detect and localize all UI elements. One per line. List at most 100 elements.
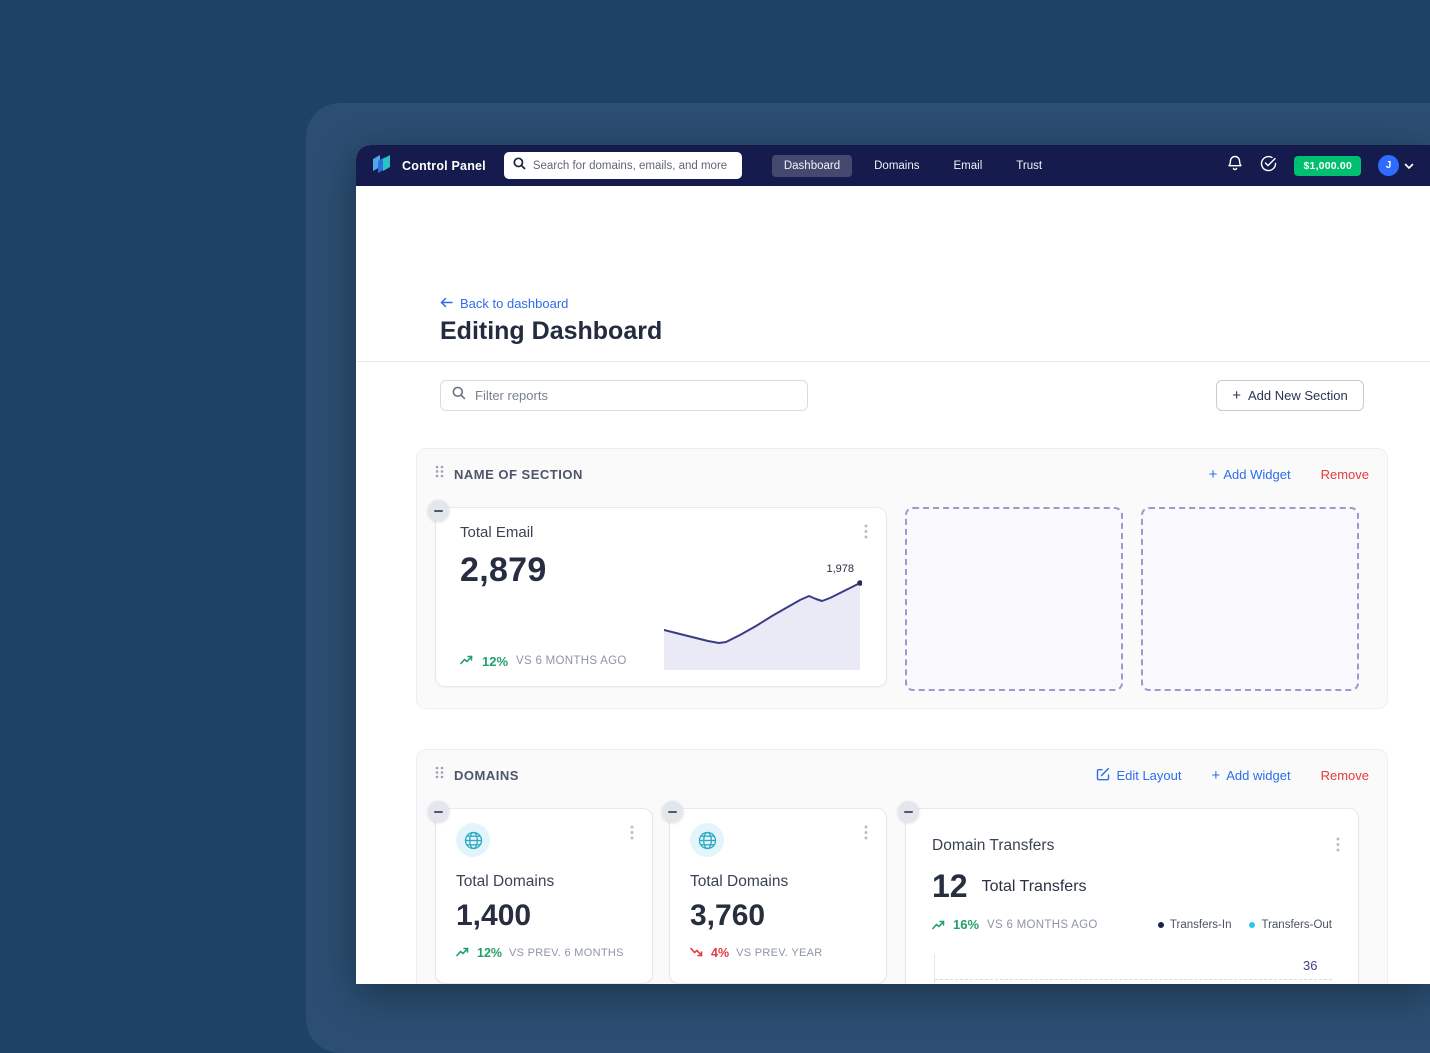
back-link-label: Back to dashboard <box>460 296 569 311</box>
check-circle-icon[interactable] <box>1260 155 1277 177</box>
remove-section-button[interactable]: Remove <box>1320 767 1369 783</box>
empty-widget-slot[interactable] <box>905 507 1123 691</box>
section-title: NAME OF SECTION <box>454 466 583 482</box>
compare-label: VS PREV. YEAR <box>736 947 823 959</box>
widget-delta-row: 4% VS PREV. YEAR <box>690 944 866 962</box>
add-new-section-button[interactable]: + Add New Section <box>1216 380 1364 411</box>
widget-value: 1,400 <box>456 899 532 932</box>
widget-title: Domain Transfers <box>932 837 1055 854</box>
section-actions: Edit Layout + Add widget Remove <box>1096 767 1369 784</box>
add-widget-label: Add Widget <box>1223 466 1291 482</box>
gridline <box>935 979 1332 980</box>
add-widget-label: Add widget <box>1226 767 1291 783</box>
page-content: Back to dashboard Editing Dashboard + Ad… <box>356 186 1430 984</box>
legend-dot-icon <box>1249 921 1256 928</box>
drag-handle-icon[interactable] <box>435 766 444 784</box>
tab-email[interactable]: Email <box>953 159 983 172</box>
widgets-left-column: Total Domains 1,400 12% VS PREV. 6 MONTH… <box>428 801 887 984</box>
legend-transfers-in: Transfers-In <box>1157 918 1232 931</box>
section-actions: + Add Widget Remove <box>1209 467 1369 482</box>
empty-widget-slot[interactable] <box>1141 507 1359 691</box>
kebab-menu-icon[interactable] <box>862 823 870 847</box>
widget-total-domains-year: Total Domains 3,760 4% VS PREV. YEAR <box>662 801 887 984</box>
section-domains: DOMAINS Edit Layout + Add widget <box>416 749 1388 984</box>
back-arrow-icon <box>440 296 453 311</box>
kebab-menu-icon[interactable] <box>628 823 636 847</box>
edit-icon <box>1096 767 1110 784</box>
section-header: NAME OF SECTION + Add Widget Remove <box>435 465 1369 483</box>
trend-down-icon <box>690 944 704 962</box>
sparkline-point-label: 1,978 <box>826 563 854 575</box>
remove-widget-button[interactable] <box>428 801 449 822</box>
widget-title: Total Domains <box>456 873 555 890</box>
compare-label: VS PREV. 6 MONTHS <box>509 947 624 959</box>
kebab-menu-icon[interactable] <box>862 522 870 546</box>
chart-legend: Transfers-In Transfers-Out <box>1157 918 1332 931</box>
top-navbar: Control Panel Dashboard Domains Email Tr… <box>356 145 1430 186</box>
tab-dashboard[interactable]: Dashboard <box>771 154 853 177</box>
widget-total-email: Total Email 2,879 1,978 <box>428 500 887 687</box>
widget-value: 12 <box>932 868 968 904</box>
chart-point-label: 36 <box>1303 958 1318 973</box>
globe-icon <box>690 823 724 857</box>
add-widget-button[interactable]: + Add Widget <box>1209 467 1291 482</box>
header-divider <box>356 361 1430 362</box>
add-section-label: Add New Section <box>1248 388 1348 403</box>
widget-value: 2,879 <box>460 551 547 589</box>
trend-up-icon <box>932 920 946 930</box>
delta-value: 12% <box>477 946 503 960</box>
top-nav-links: Dashboard Domains Email Trust <box>762 154 1054 177</box>
legend-transfers-out: Transfers-Out <box>1249 919 1332 931</box>
edit-layout-label: Edit Layout <box>1116 767 1182 783</box>
globe-icon <box>456 823 490 857</box>
section-widgets-row: Total Domains 1,400 12% VS PREV. 6 MONTH… <box>428 801 1369 984</box>
stat-cards-row: Total Domains 1,400 12% VS PREV. 6 MONTH… <box>428 801 887 984</box>
widget-delta-row: 12% VS 6 MONTHS AGO <box>460 652 627 670</box>
edit-layout-button[interactable]: Edit Layout <box>1096 767 1181 784</box>
legend-label: Transfers-In <box>1169 918 1232 931</box>
widget-total-domains-6mo: Total Domains 1,400 12% VS PREV. 6 MONTH… <box>428 801 653 984</box>
section-header: DOMAINS Edit Layout + Add widget <box>435 766 1369 784</box>
section-widgets-row: Total Email 2,879 1,978 <box>428 500 1369 691</box>
search-input[interactable] <box>532 159 733 172</box>
legend-dot-icon <box>1157 921 1164 928</box>
search-icon <box>513 156 526 175</box>
page-title: Editing Dashboard <box>440 317 663 345</box>
remove-section-button[interactable]: Remove <box>1320 466 1369 482</box>
tab-trust[interactable]: Trust <box>1016 159 1043 172</box>
widget-delta-row: 12% VS PREV. 6 MONTHS <box>456 944 632 962</box>
widget-domain-transfers: Domain Transfers 12 Total Transfers 16% … <box>898 801 1359 984</box>
kebab-menu-icon[interactable] <box>1334 835 1342 859</box>
account-menu[interactable]: J <box>1378 155 1414 176</box>
filter-reports-field[interactable] <box>440 380 808 411</box>
widget-stats-row: 16% VS 6 MONTHS AGO Transfers-In Transfe… <box>932 917 1332 932</box>
drag-handle-icon[interactable] <box>435 465 444 483</box>
remove-widget-button[interactable] <box>898 801 919 822</box>
delta-value: 16% <box>953 917 980 932</box>
app-window: Control Panel Dashboard Domains Email Tr… <box>356 145 1430 984</box>
bell-icon[interactable] <box>1227 155 1243 177</box>
tab-domains[interactable]: Domains <box>874 159 920 172</box>
filter-reports-input[interactable] <box>475 388 796 403</box>
delta-value: 4% <box>711 946 730 960</box>
remove-widget-button[interactable] <box>428 500 449 521</box>
navbar-right-group: $1,000.00 J <box>1227 155 1414 177</box>
brand[interactable]: Control Panel <box>372 154 486 178</box>
minus-icon <box>434 810 443 813</box>
legend-label: Transfers-Out <box>1261 918 1332 931</box>
back-to-dashboard-link[interactable]: Back to dashboard <box>440 296 568 311</box>
trend-up-icon <box>460 652 474 670</box>
remove-widget-button[interactable] <box>662 801 683 822</box>
add-widget-button[interactable]: + Add widget <box>1211 768 1290 783</box>
plus-icon: + <box>1208 465 1218 483</box>
global-search[interactable] <box>503 152 742 179</box>
transfers-line-chart: 36 <box>934 954 1332 984</box>
delta-value: 12% <box>482 653 509 669</box>
minus-icon <box>668 810 677 813</box>
compare-label: VS 6 MONTHS AGO <box>516 655 627 667</box>
plus-icon: + <box>1232 387 1242 404</box>
balance-badge[interactable]: $1,000.00 <box>1294 155 1361 176</box>
chevron-down-icon <box>1404 157 1414 175</box>
minus-icon <box>904 810 913 813</box>
brand-logo-icon <box>372 154 394 178</box>
